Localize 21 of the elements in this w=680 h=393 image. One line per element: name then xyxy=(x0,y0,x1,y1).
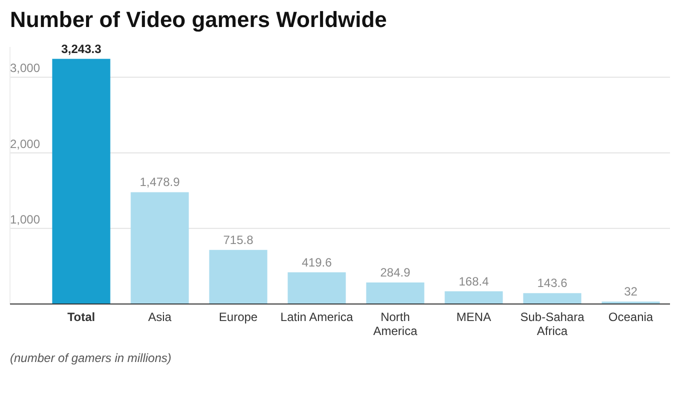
x-tick-label: Latin America xyxy=(280,310,354,324)
x-tick-label: Total xyxy=(67,310,96,324)
x-tick-label: MENA xyxy=(456,310,492,324)
chart-title: Number of Video gamers Worldwide xyxy=(10,7,387,32)
data-label: 419.6 xyxy=(302,255,332,270)
data-label: 168.4 xyxy=(458,274,490,288)
data-label: 715.8 xyxy=(223,232,254,247)
y-tick-label: 2,000 xyxy=(10,136,40,151)
data-label: 3,243.3 xyxy=(61,42,102,56)
x-tick-label: Europe xyxy=(218,310,258,324)
y-tick-label: 3,000 xyxy=(10,61,40,76)
x-tick-label: North America xyxy=(373,310,418,338)
data-label: 32 xyxy=(624,284,638,299)
text: (number of gamers in millions) xyxy=(10,351,172,365)
data-label: 284.9 xyxy=(380,265,411,280)
x-tick-label: Asia xyxy=(148,310,172,324)
data-label: 143.6 xyxy=(537,276,568,290)
data-label: 1,478.9 xyxy=(140,175,180,190)
x-tick-label: Sub-Sahara Africa xyxy=(520,310,585,338)
x-tick-label: Oceania xyxy=(608,310,654,324)
y-tick-label: 1,000 xyxy=(10,212,40,226)
